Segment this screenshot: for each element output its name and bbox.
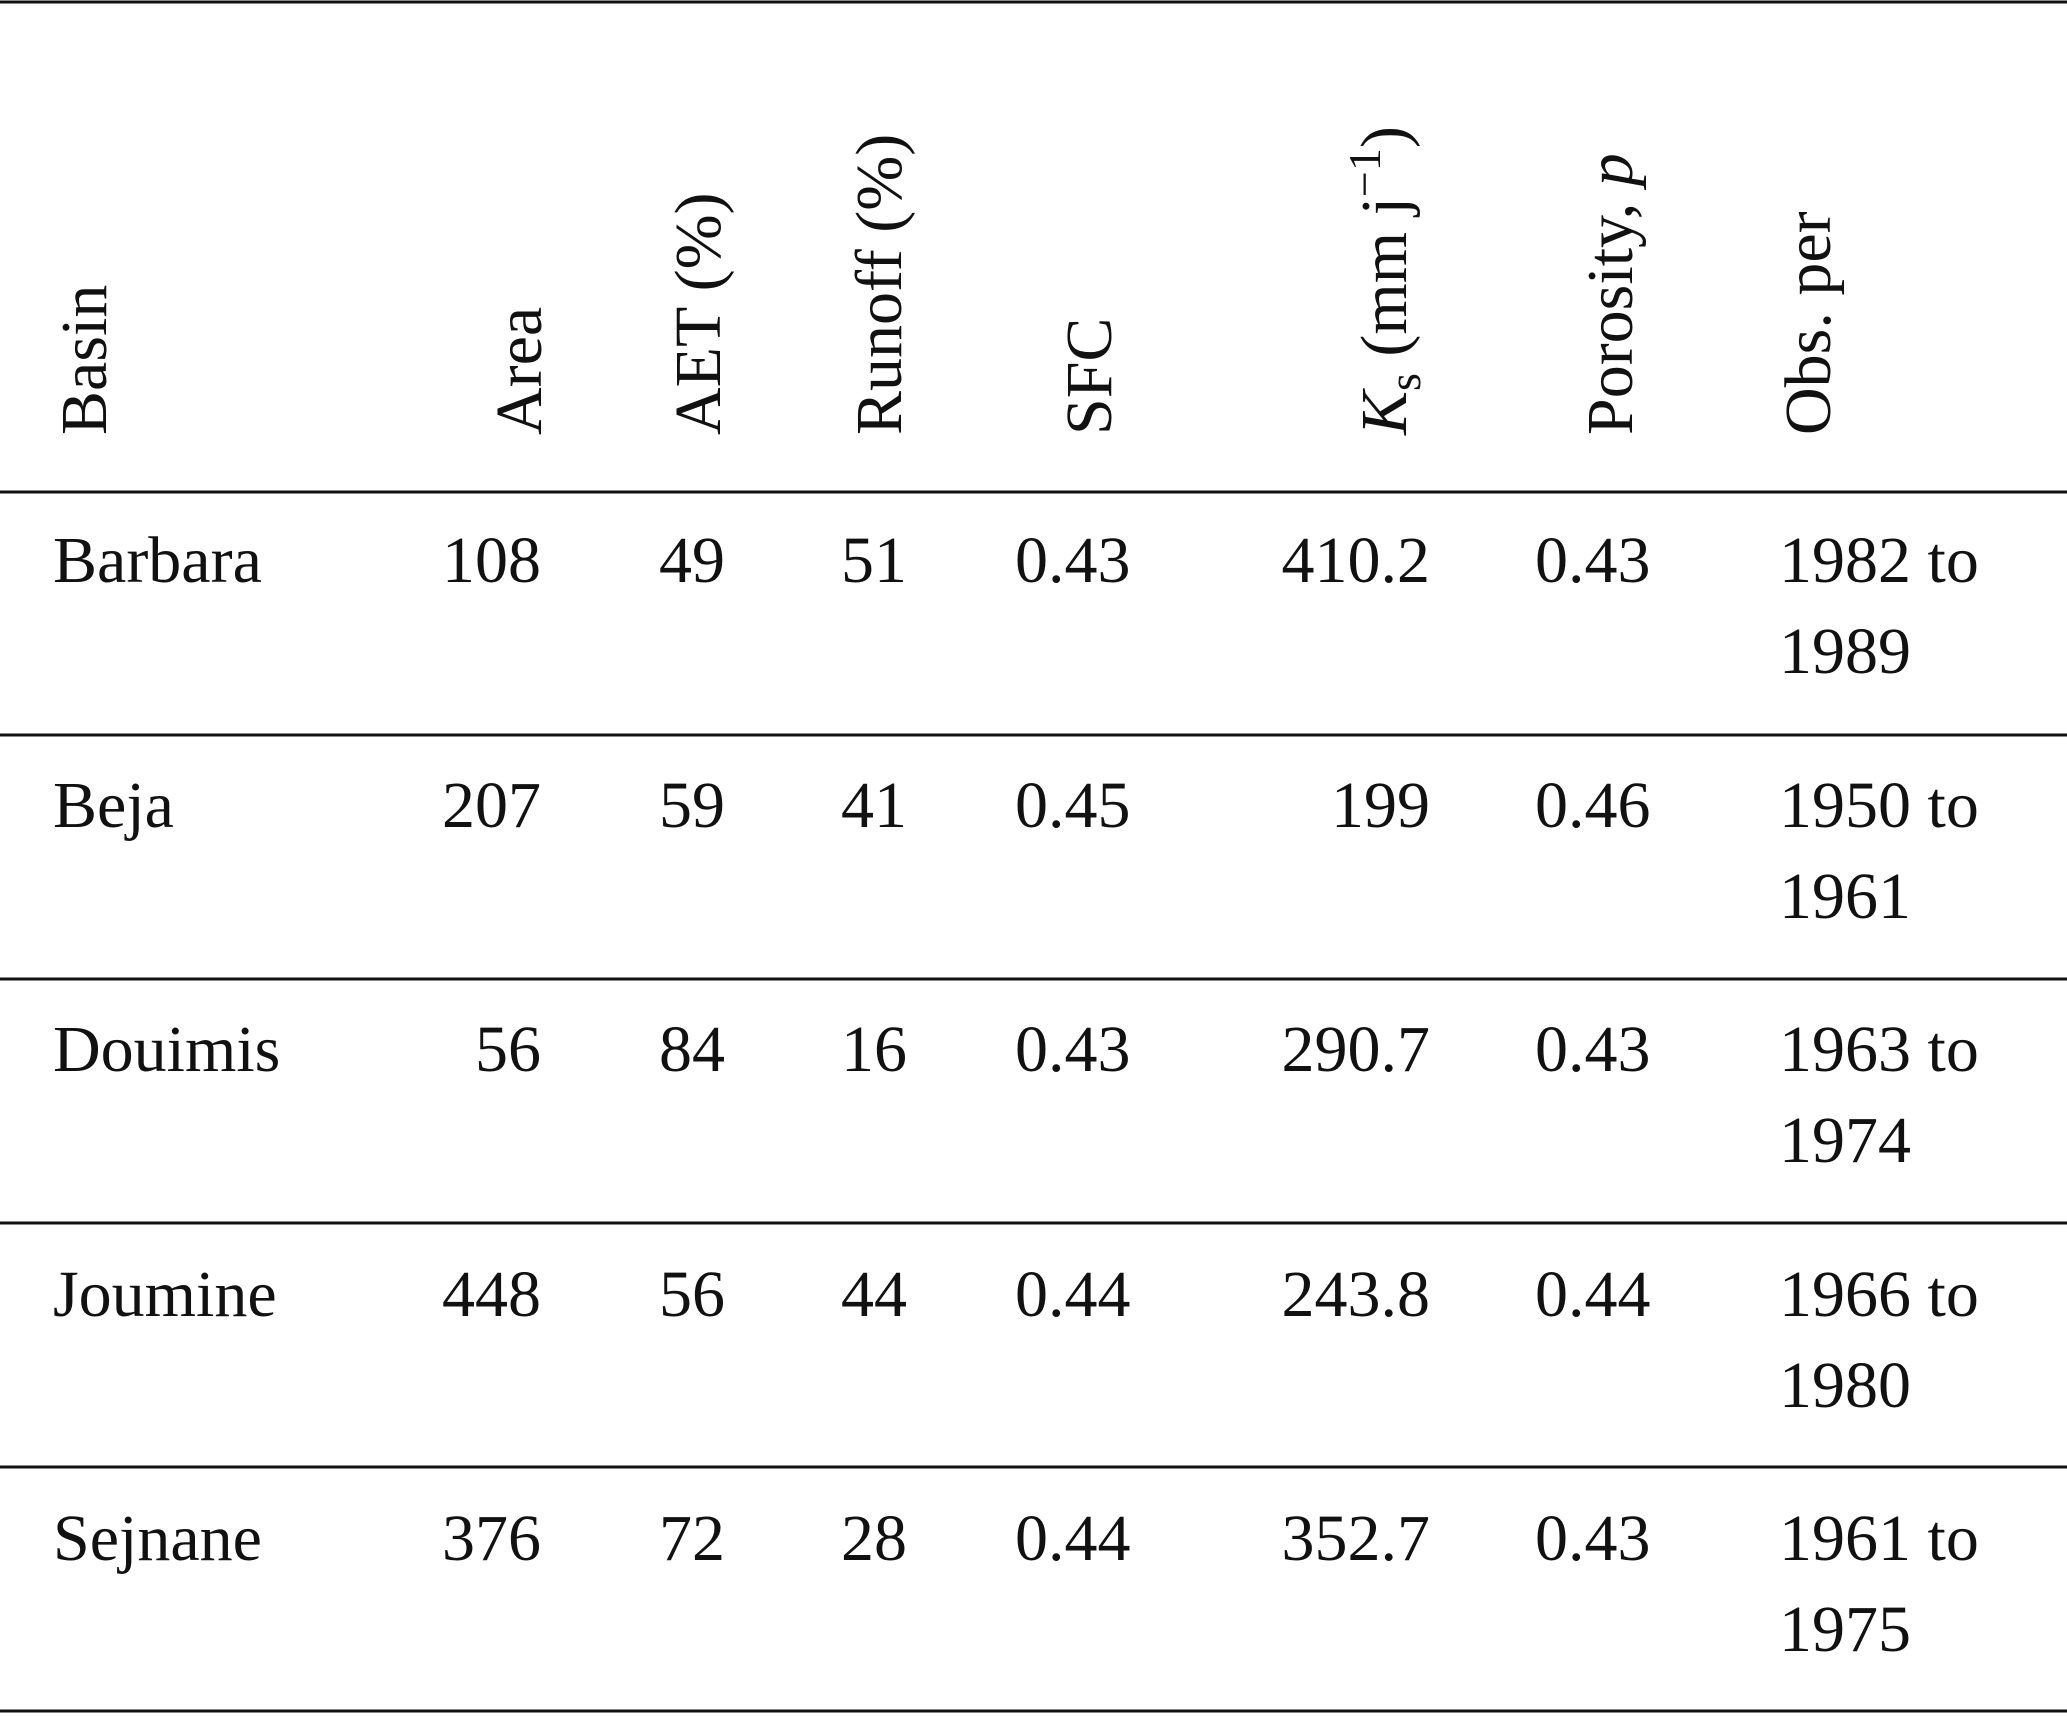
table-cell: 72: [659, 1502, 725, 1575]
table-cell: 0.43: [1535, 524, 1651, 597]
header-text: Obs. per: [1772, 211, 1845, 435]
table-cell: 49: [659, 524, 725, 597]
table-cell: 44: [841, 1257, 907, 1331]
row-label: Beja: [53, 768, 174, 842]
row-label: Joumine: [53, 1257, 277, 1331]
header-superscript: −1: [1339, 148, 1390, 197]
header-text: SFC: [1053, 318, 1126, 435]
table-cell: 207: [442, 768, 541, 842]
table-cell: 56: [475, 1013, 541, 1086]
table-cell: 41: [841, 768, 907, 842]
table-cell: 0.43: [1535, 1502, 1651, 1575]
column-header: AET (%): [662, 192, 735, 435]
header-text: Area: [483, 307, 556, 435]
header-text: ): [1348, 126, 1421, 148]
table-cell: 1961 to 1975: [1779, 1502, 1979, 1666]
header-subscript: s: [1379, 373, 1430, 391]
table-cell: 290.7: [1281, 1013, 1431, 1086]
table-cell: 0.45: [1015, 768, 1131, 842]
table-cell: 243.8: [1281, 1257, 1431, 1331]
header-text: (mm j: [1348, 197, 1421, 373]
row-label: Barbara: [53, 524, 262, 597]
table-cell: 108: [442, 524, 541, 597]
table-cell: 199: [1331, 768, 1430, 842]
table-cell: 56: [659, 1257, 725, 1331]
table-cell: 0.44: [1535, 1257, 1651, 1331]
header-text: K: [1348, 388, 1421, 436]
header-text: AET (%): [662, 192, 735, 435]
table-cell: 16: [841, 1013, 907, 1086]
table-cell: 0.43: [1535, 1013, 1651, 1086]
column-header: Area: [483, 307, 556, 435]
header-text: p: [1574, 153, 1647, 190]
table-cell: 376: [442, 1502, 541, 1575]
header-text: Porosity,: [1574, 186, 1647, 435]
row-label: Douimis: [53, 1013, 281, 1086]
row-label: Sejnane: [53, 1502, 262, 1575]
table-cell: 84: [659, 1013, 725, 1086]
table-cell: 1950 to 1961: [1779, 768, 1979, 933]
table-cell: 410.2: [1281, 524, 1431, 597]
table-cell: 51: [841, 524, 907, 597]
table-cell: 1966 to 1980: [1779, 1257, 1979, 1422]
column-header: Basin: [48, 285, 121, 435]
table-cell: 0.44: [1015, 1257, 1131, 1331]
table-cell: 28: [841, 1502, 907, 1575]
table-cell: 1963 to 1974: [1779, 1013, 1979, 1177]
header-text: Basin: [48, 285, 121, 435]
table-cell: 352.7: [1281, 1502, 1431, 1575]
table-cell: 0.46: [1535, 768, 1651, 842]
table-cell: 1982 to 1989: [1779, 524, 1979, 688]
column-header: Obs. per: [1772, 211, 1845, 435]
table-cell: 0.43: [1015, 524, 1131, 597]
column-header: SFC: [1053, 318, 1126, 435]
column-header: Runoff (%): [843, 134, 916, 435]
column-header: Porosity, p: [1574, 153, 1647, 435]
table-cell: 448: [442, 1257, 541, 1331]
header-text: Runoff (%): [843, 134, 916, 435]
column-header: Ks (mm j−1): [1339, 126, 1430, 436]
table-cell: 0.44: [1015, 1502, 1131, 1575]
table-cell: 59: [659, 768, 725, 842]
table-cell: 0.43: [1015, 1013, 1131, 1086]
